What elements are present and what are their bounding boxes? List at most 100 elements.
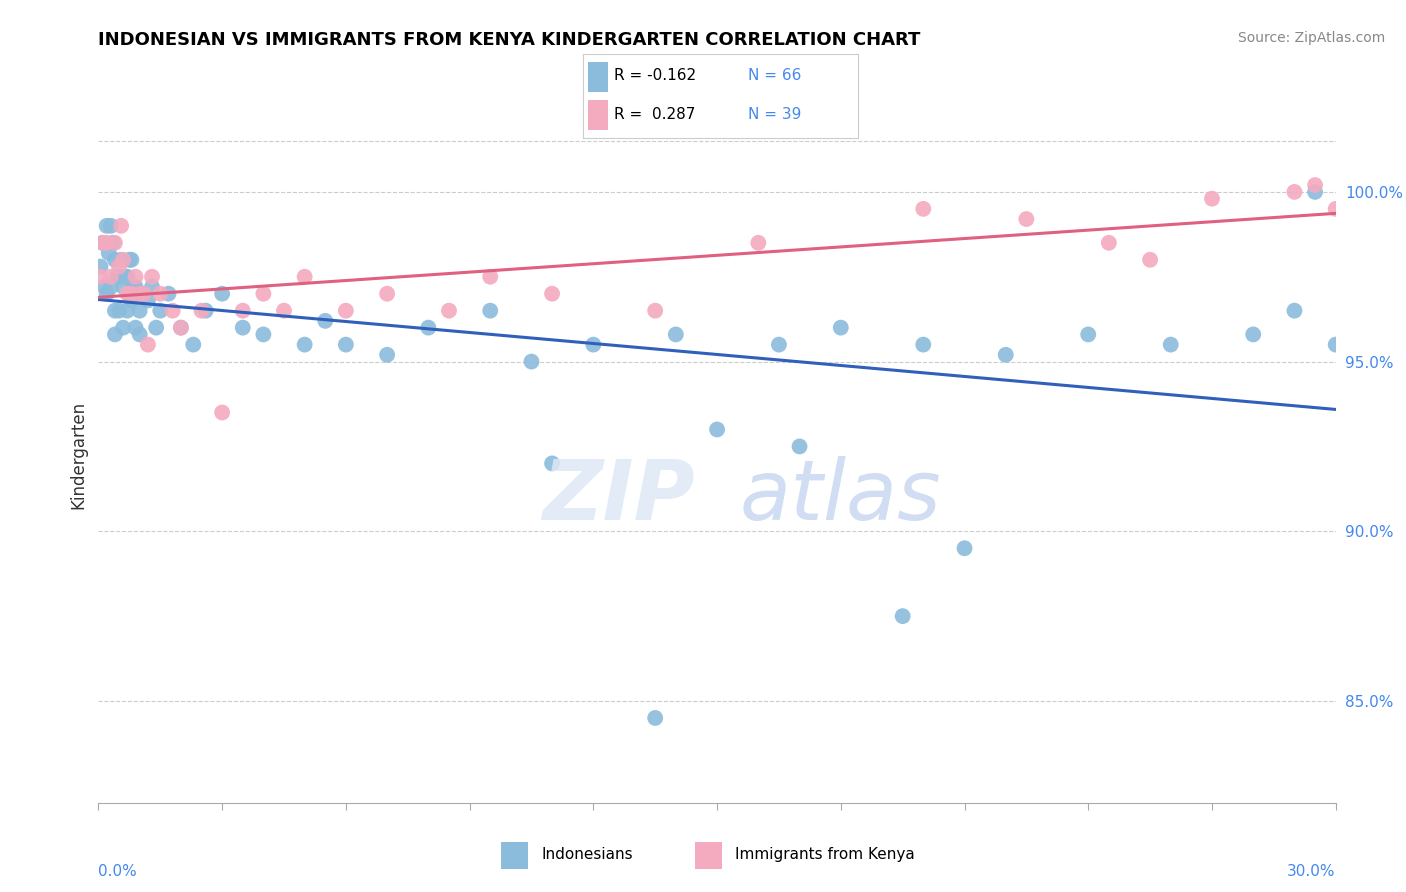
Point — [520, 354, 543, 368]
Point — [582, 337, 605, 351]
Bar — [588, 62, 609, 92]
Point — [644, 711, 666, 725]
Text: N = 39: N = 39 — [748, 107, 801, 121]
Text: Source: ZipAtlas.com: Source: ZipAtlas.com — [1237, 31, 1385, 45]
Point — [194, 303, 217, 318]
Point — [101, 235, 124, 250]
Point — [105, 269, 128, 284]
Point — [89, 269, 111, 284]
Point — [124, 320, 146, 334]
Point — [1077, 327, 1099, 342]
Text: Indonesians: Indonesians — [541, 847, 633, 862]
Point — [994, 348, 1017, 362]
Point — [132, 286, 155, 301]
Y-axis label: Kindergarten: Kindergarten — [69, 401, 87, 509]
Point — [665, 327, 688, 342]
Point — [136, 293, 159, 308]
Point — [252, 327, 274, 342]
Point — [541, 457, 564, 471]
Point — [170, 320, 193, 334]
Point — [479, 303, 502, 318]
Point — [181, 337, 204, 351]
Point — [112, 320, 135, 334]
Point — [1098, 235, 1121, 250]
Point — [1324, 337, 1347, 351]
Point — [141, 280, 163, 294]
Point — [117, 286, 139, 301]
Text: R = -0.162: R = -0.162 — [613, 69, 696, 84]
Point — [211, 405, 233, 419]
Point — [108, 260, 131, 274]
Point — [1324, 202, 1347, 216]
Point — [136, 337, 159, 351]
Point — [335, 303, 357, 318]
Point — [124, 280, 146, 294]
Point — [541, 286, 564, 301]
Point — [145, 320, 167, 334]
Text: INDONESIAN VS IMMIGRANTS FROM KENYA KINDERGARTEN CORRELATION CHART: INDONESIAN VS IMMIGRANTS FROM KENYA KIND… — [98, 31, 921, 49]
Point — [122, 280, 145, 294]
Point — [273, 303, 295, 318]
Point — [128, 327, 150, 342]
Point — [1303, 178, 1326, 193]
Point — [128, 286, 150, 301]
Point — [294, 269, 316, 284]
Point — [1201, 192, 1223, 206]
Bar — [695, 842, 721, 869]
Point — [891, 609, 914, 624]
Point — [375, 348, 398, 362]
Point — [157, 286, 180, 301]
Point — [437, 303, 460, 318]
Point — [120, 286, 142, 301]
Text: R =  0.287: R = 0.287 — [613, 107, 695, 121]
Point — [89, 260, 111, 274]
Point — [1139, 252, 1161, 267]
Point — [114, 269, 136, 284]
Point — [91, 235, 114, 250]
Point — [110, 252, 132, 267]
Bar — [501, 842, 529, 869]
Point — [190, 303, 212, 318]
Point — [110, 219, 132, 233]
Point — [232, 303, 254, 318]
Point — [96, 219, 118, 233]
Point — [789, 439, 811, 453]
Point — [132, 286, 155, 301]
Point — [100, 219, 122, 233]
Point — [117, 303, 139, 318]
Point — [104, 327, 127, 342]
Point — [252, 286, 274, 301]
Point — [211, 286, 233, 301]
Point — [162, 303, 184, 318]
Point — [97, 246, 120, 260]
Point — [1284, 303, 1306, 318]
Point — [124, 269, 146, 284]
Point — [644, 303, 666, 318]
Point — [170, 320, 193, 334]
Point — [100, 269, 122, 284]
Text: N = 66: N = 66 — [748, 69, 801, 84]
Point — [747, 235, 769, 250]
Point — [117, 269, 139, 284]
Point — [418, 320, 440, 334]
Text: 0.0%: 0.0% — [98, 863, 138, 879]
Bar — [588, 100, 609, 130]
Point — [104, 303, 127, 318]
Point — [120, 252, 142, 267]
Point — [294, 337, 316, 351]
Point — [108, 269, 131, 284]
Point — [91, 235, 114, 250]
Point — [149, 286, 172, 301]
Point — [830, 320, 852, 334]
Point — [108, 303, 131, 318]
Point — [375, 286, 398, 301]
Point — [100, 280, 122, 294]
Point — [104, 235, 127, 250]
Point — [104, 252, 127, 267]
Text: ZIP: ZIP — [541, 456, 695, 537]
Point — [118, 252, 141, 267]
Point — [912, 337, 935, 351]
Point — [93, 280, 115, 294]
Point — [706, 422, 728, 436]
Point — [1160, 337, 1182, 351]
